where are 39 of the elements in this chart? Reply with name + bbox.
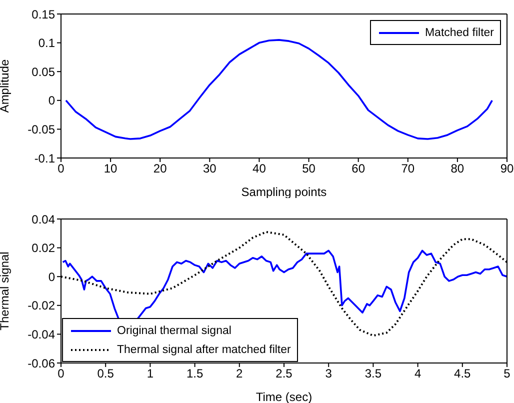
y-tick-label: 0.04 [32, 212, 56, 226]
x-tick-label: 2 [236, 366, 244, 381]
y-tick-label: 0.02 [32, 241, 56, 256]
x-tick-label: 1 [146, 366, 154, 381]
line-series [65, 39, 494, 140]
y-axis-title: Thermal signal [0, 252, 12, 330]
legend-label: Thermal signal after matched filter [117, 344, 291, 356]
y-tick-label: 0 [48, 94, 56, 108]
x-tick-label: 4.5 [454, 366, 472, 381]
legend-label: Matched filter [424, 26, 494, 38]
x-tick-label: 30 [202, 162, 217, 176]
legend-label: Original thermal signal [117, 324, 232, 336]
y-tick-label: 0 [48, 270, 56, 284]
x-tick-label: 1.5 [186, 366, 204, 381]
x-tick-label: 0 [58, 162, 65, 176]
x-tick-label: 3 [325, 366, 332, 381]
x-tick-label: 10 [104, 162, 118, 176]
y-tick-label: 0.05 [32, 64, 56, 79]
y-tick-label: -0.02 [28, 298, 56, 313]
y-tick-label: -0.05 [28, 122, 56, 136]
y-tick-label: -0.06 [28, 356, 56, 370]
x-tick-label: 4 [414, 366, 422, 381]
x-tick-label: 2.5 [276, 366, 293, 381]
x-tick-label: 80 [450, 162, 464, 176]
x-tick-label: 60 [352, 162, 366, 176]
y-tick-label: -0.1 [34, 151, 56, 166]
x-tick-label: 20 [153, 162, 168, 176]
y-tick-label: -0.04 [28, 327, 56, 342]
x-tick-label: 70 [401, 162, 415, 176]
y-axis-title: Amplitude [0, 59, 12, 113]
y-tick-label: 0.1 [38, 36, 56, 50]
y-tick-label: 0.15 [32, 7, 56, 22]
x-tick-label: 0.5 [97, 366, 114, 381]
x-tick-label: 3.5 [364, 366, 382, 381]
x-tick-label: 5 [504, 366, 511, 381]
x-tick-label: 90 [500, 162, 514, 176]
x-tick-label: 50 [302, 162, 316, 176]
x-tick-label: 40 [252, 162, 266, 176]
x-tick-label: 0 [58, 366, 65, 381]
